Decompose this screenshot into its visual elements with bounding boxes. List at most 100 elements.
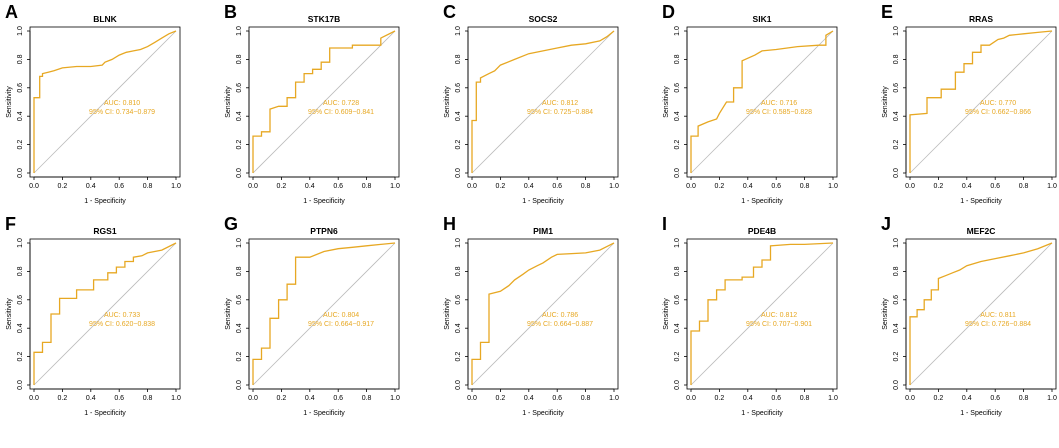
x-tick-label: 0.8 <box>800 395 810 402</box>
auc-label: AUC: 0.770 <box>980 100 1016 107</box>
y-axis-label: Sensitivity <box>444 86 451 118</box>
roc-panel-d: D SIK1 0.0 0.2 0.4 0.6 0.8 1.0 0.0 0.2 0.4 0.6 0.8 1.… <box>662 2 838 205</box>
x-tick-label: 0.2 <box>496 183 506 190</box>
x-tick-label: 1.0 <box>609 395 619 402</box>
y-tick-label: 0.0 <box>455 380 462 390</box>
auc-label: AUC: 0.733 <box>104 312 140 319</box>
plot-title: PDE4B <box>748 226 776 236</box>
x-axis-label: 1 - Specificity <box>960 198 1002 205</box>
x-tick-label: 0.2 <box>715 395 725 402</box>
x-tick-label: 0.4 <box>743 183 753 190</box>
x-tick-label: 0.6 <box>552 183 562 190</box>
y-tick-label: 0.0 <box>674 168 681 178</box>
y-tick-label: 0.8 <box>236 54 243 64</box>
y-axis-label: Sensitivity <box>663 86 670 118</box>
y-axis-label: Sensitivity <box>225 298 232 330</box>
x-tick-label: 0.6 <box>990 183 1000 190</box>
x-tick-label: 0.6 <box>333 183 343 190</box>
x-tick-label: 0.4 <box>86 183 96 190</box>
x-tick-label: 0.8 <box>1019 183 1029 190</box>
roc-panel-c: C SOCS2 0.0 0.2 0.4 0.6 0.8 1.0 0.0 0.2 0.4 0.6 0.8 1… <box>443 2 619 205</box>
x-axis-label: 1 - Specificity <box>522 198 564 205</box>
y-tick-label: 0.0 <box>455 168 462 178</box>
roc-curve <box>690 242 834 385</box>
x-tick-label: 0.0 <box>467 183 477 190</box>
x-tick-label: 0.2 <box>715 183 725 190</box>
plot-title: BLNK <box>93 14 117 24</box>
y-axis-label: Sensitivity <box>663 298 670 330</box>
x-tick-label: 0.0 <box>905 183 915 190</box>
x-tick-label: 0.8 <box>362 395 372 402</box>
diagonal-reference-line <box>471 30 615 174</box>
diagonal-reference-line <box>690 242 834 386</box>
x-tick-label: 0.0 <box>905 395 915 402</box>
x-axis-label: 1 - Specificity <box>741 198 783 205</box>
auc-label: AUC: 0.810 <box>104 100 140 107</box>
x-tick-label: 0.4 <box>305 395 315 402</box>
panel-letter: D <box>662 2 675 22</box>
diagonal-reference-line <box>909 30 1053 174</box>
y-tick-label: 0.0 <box>893 168 900 178</box>
x-tick-label: 1.0 <box>828 183 838 190</box>
y-tick-label: 0.0 <box>893 380 900 390</box>
y-axis-label: Sensitivity <box>6 298 13 330</box>
x-tick-label: 0.8 <box>800 183 810 190</box>
ci-label: 95% CI: 0.734−0.879 <box>89 109 155 116</box>
y-tick-label: 0.4 <box>893 323 900 333</box>
x-tick-label: 0.8 <box>1019 395 1029 402</box>
x-tick-label: 0.6 <box>990 395 1000 402</box>
plot-title: RGS1 <box>93 226 116 236</box>
diagonal-reference-line <box>252 242 396 386</box>
y-tick-label: 0.8 <box>455 54 462 64</box>
x-tick-label: 0.4 <box>86 395 96 402</box>
y-tick-label: 0.4 <box>236 323 243 333</box>
y-axis-label: Sensitivity <box>6 86 13 118</box>
x-axis-label: 1 - Specificity <box>84 198 126 205</box>
y-tick-label: 0.6 <box>674 83 681 93</box>
x-tick-label: 1.0 <box>171 183 181 190</box>
x-tick-label: 0.2 <box>496 395 506 402</box>
diagonal-reference-line <box>33 30 177 174</box>
panel-letter: H <box>443 214 456 234</box>
y-tick-label: 1.0 <box>455 238 462 248</box>
x-tick-label: 0.6 <box>333 395 343 402</box>
y-tick-label: 1.0 <box>893 238 900 248</box>
y-tick-label: 0.8 <box>893 54 900 64</box>
x-tick-label: 0.0 <box>29 395 39 402</box>
roc-curve <box>33 30 177 173</box>
roc-panel-a: A BLNK 0.0 0.2 0.4 0.6 0.8 1.0 0.0 0.2 0.4 0.6 0.8 1.… <box>5 2 181 205</box>
auc-label: AUC: 0.716 <box>761 100 797 107</box>
x-tick-label: 1.0 <box>828 395 838 402</box>
y-tick-label: 0.6 <box>236 295 243 305</box>
panel-letter: I <box>662 214 667 234</box>
x-tick-label: 1.0 <box>609 183 619 190</box>
x-tick-label: 0.8 <box>362 183 372 190</box>
x-tick-label: 0.2 <box>277 395 287 402</box>
x-tick-label: 0.4 <box>743 395 753 402</box>
x-tick-label: 1.0 <box>171 395 181 402</box>
y-axis-label: Sensitivity <box>882 86 889 118</box>
y-tick-label: 1.0 <box>893 26 900 36</box>
y-tick-label: 0.2 <box>455 140 462 150</box>
x-tick-label: 0.4 <box>524 395 534 402</box>
panel-letter: J <box>881 214 891 234</box>
x-tick-label: 0.0 <box>248 183 258 190</box>
y-tick-label: 0.8 <box>893 266 900 276</box>
x-tick-label: 0.0 <box>467 395 477 402</box>
auc-label: AUC: 0.812 <box>761 312 797 319</box>
y-tick-label: 0.4 <box>17 111 24 121</box>
panel-letter: C <box>443 2 456 22</box>
y-tick-label: 0.8 <box>674 54 681 64</box>
y-axis-label: Sensitivity <box>882 298 889 330</box>
y-tick-label: 0.2 <box>236 352 243 362</box>
y-tick-label: 0.4 <box>674 323 681 333</box>
y-tick-label: 0.2 <box>17 140 24 150</box>
roc-panel-e: E RRAS 0.0 0.2 0.4 0.6 0.8 1.0 0.0 0.2 0.4 0.6 0.8 1.… <box>881 2 1057 205</box>
x-tick-label: 0.0 <box>248 395 258 402</box>
diagonal-reference-line <box>471 242 615 386</box>
ci-label: 95% CI: 0.725−0.884 <box>527 109 593 116</box>
plot-title: STK17B <box>308 14 341 24</box>
roc-curve <box>33 242 177 385</box>
ci-label: 95% CI: 0.707−0.901 <box>746 321 812 328</box>
roc-panel-j: J MEF2C 0.0 0.2 0.4 0.6 0.8 1.0 0.0 0.2 0.4 0.6 0.8 1… <box>881 214 1057 417</box>
